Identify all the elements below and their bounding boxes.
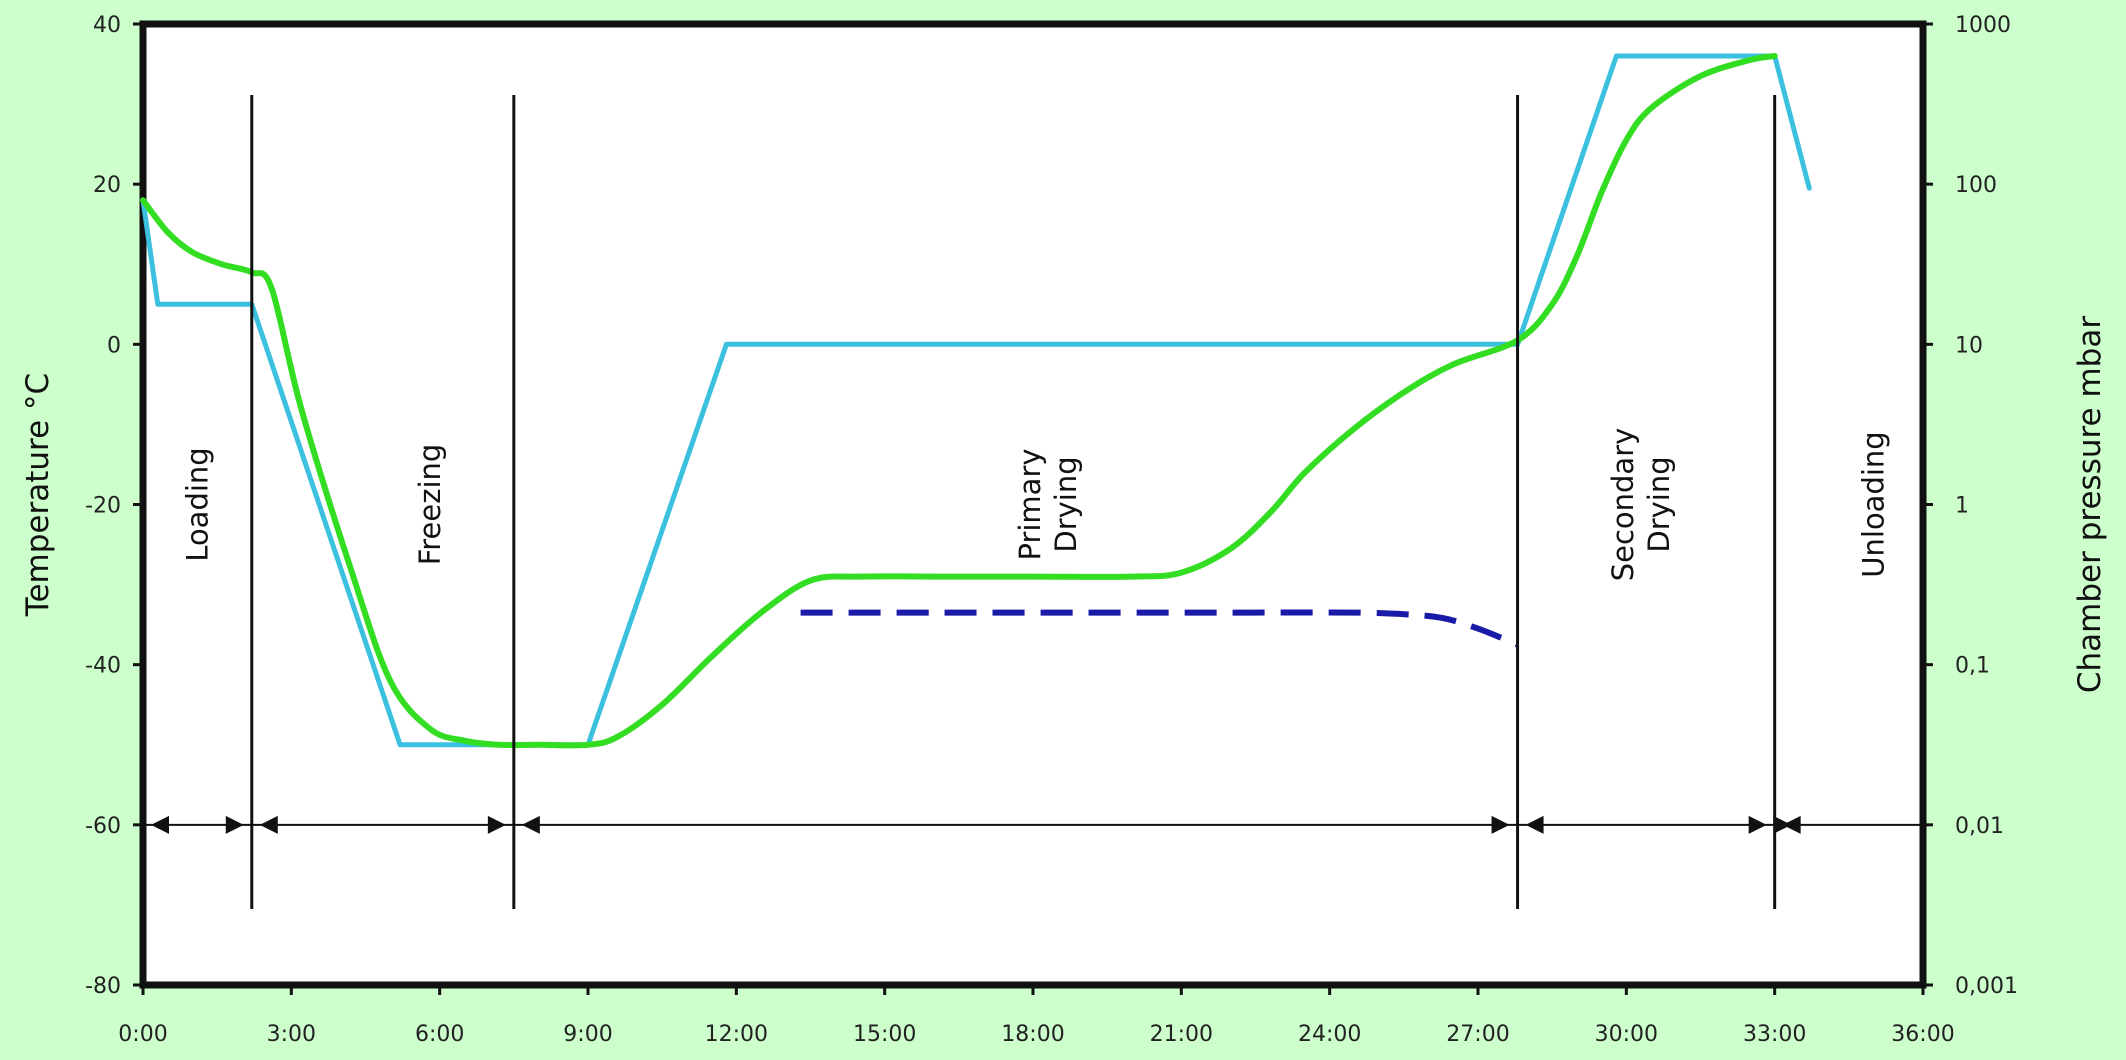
x-tick-label: 0:00 [118, 1022, 167, 1047]
phase-label-group: Primary Drying [1013, 448, 1083, 560]
series-line-shelf [140, 53, 1812, 748]
x-tick-label: 3:00 [267, 1022, 316, 1047]
y-tick-label: 40 [93, 13, 121, 38]
x-tick-label: 36:00 [1891, 1022, 1954, 1047]
y-tick-label: -60 [85, 814, 121, 839]
y2-tick-label: 0,001 [1955, 974, 2018, 999]
arrow-head-left [521, 815, 540, 834]
arrow-head-left [151, 815, 169, 834]
x-tick-label: 27:00 [1446, 1022, 1509, 1047]
y-tick-label: -20 [85, 494, 121, 519]
phase-label-group: Secondary Drying [1606, 428, 1676, 582]
y-tick-label: -80 [85, 974, 121, 999]
phase-label: Primary [1013, 448, 1047, 560]
arrow-head-right [1748, 815, 1767, 834]
x-tick-label: 9:00 [563, 1022, 612, 1047]
phase-label: Drying [1642, 456, 1676, 552]
y2-tick-label: 1 [1955, 494, 1969, 519]
arrow-head-left [259, 815, 278, 834]
phase-label: Secondary [1606, 428, 1640, 582]
y2-tick-label: 100 [1955, 173, 1997, 198]
phase-label-group: Unloading [1857, 431, 1891, 577]
y2-tick-label: 1000 [1955, 13, 2011, 38]
arrow-head-left [1782, 815, 1801, 834]
arrow-head-right [1773, 815, 1792, 834]
x-tick-label: 30:00 [1595, 1022, 1658, 1047]
phase-label-group: Loading [180, 447, 214, 561]
phase-label: Drying [1049, 456, 1083, 552]
y2-axis-title: Chamber pressure mbar [2072, 316, 2108, 693]
y2-tick-label: 0,01 [1955, 814, 2004, 839]
phase-arrows [143, 815, 1923, 834]
y-tick-label: 20 [93, 173, 121, 198]
y-axis-title: Temperature °C [20, 373, 56, 617]
x-tick-label: 15:00 [853, 1022, 916, 1047]
x-tick-label: 24:00 [1298, 1022, 1361, 1047]
y-tick-label: -40 [85, 654, 121, 679]
phase-dividers [250, 95, 1777, 909]
phase-label: Loading [180, 447, 214, 561]
y2-tick-label: 10 [1955, 333, 1983, 358]
y-tick-label: 0 [107, 333, 121, 358]
series-line-pressure [800, 609, 1519, 648]
x-tick-label: 12:00 [705, 1022, 768, 1047]
x-tick-label: 33:00 [1743, 1022, 1806, 1047]
arrow-head-left [1525, 815, 1544, 834]
arrow-head-right [487, 815, 506, 834]
arrow-head-right [1491, 815, 1510, 834]
y2-tick-label: 0,1 [1955, 654, 1990, 679]
arrow-head-right [225, 815, 244, 834]
series-line-product [140, 53, 1778, 749]
series-layer [140, 53, 1812, 749]
phase-label: Freezing [413, 444, 447, 566]
phase-label-group: Freezing [413, 444, 447, 566]
phase-label: Unloading [1857, 431, 1891, 577]
x-tick-label: 6:00 [415, 1022, 464, 1047]
labels-layer: 0:00 3:00 6:00 9:00 12:00 15:00 18:00 21:00 24:0… [20, 13, 2108, 1047]
x-tick-label: 18:00 [1001, 1022, 1064, 1047]
x-tick-label: 21:00 [1150, 1022, 1213, 1047]
